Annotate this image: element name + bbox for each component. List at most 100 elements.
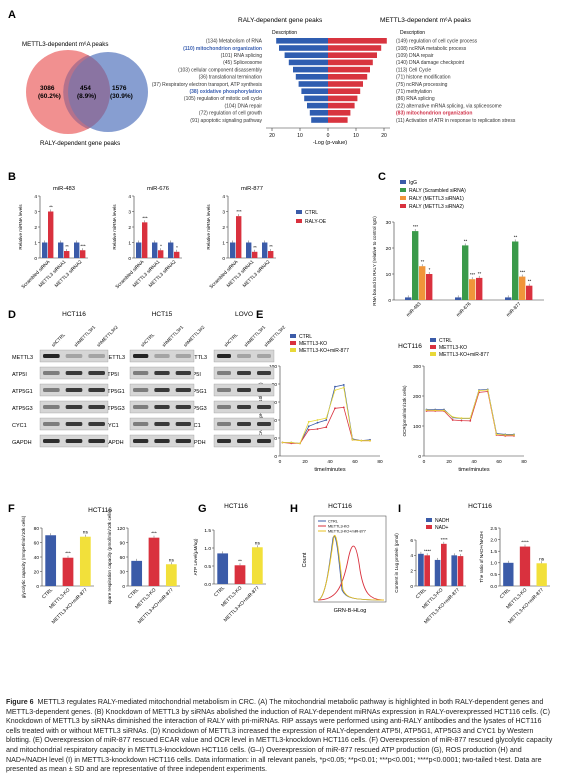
venn-right-count: 1576	[112, 85, 127, 92]
butterfly-term-left: (104) DNA repair	[224, 103, 262, 109]
f-spare-respiration-chart-y-tick-label: 90	[120, 540, 126, 546]
butterfly-bar-right	[328, 88, 361, 94]
b-mir676-chart-sig-label: ***	[142, 215, 148, 220]
wb-band	[154, 354, 170, 358]
e-ecar-chart-point	[351, 438, 354, 441]
wb-band	[65, 354, 83, 358]
butterfly-tick-label: 10	[297, 133, 303, 139]
c-rip-chart-y-tick-label: 30	[386, 220, 392, 226]
c-rip-chart-sig-label: ***	[413, 224, 419, 229]
butterfly-tick-label: 0	[327, 133, 330, 139]
butterfly-bar-right	[328, 81, 363, 87]
e-ecar-chart-point	[316, 428, 319, 430]
caption-body: (A) The mitochondrial metabolic pathway …	[6, 698, 553, 774]
butterfly-term-left: (37) Respiratory electron transport, ATP…	[152, 82, 263, 88]
wb-band	[257, 388, 271, 392]
i-content-chart-bar	[424, 555, 430, 586]
wb-protein-label-left: METTL3	[12, 355, 33, 361]
e-ecar-chart-point	[290, 441, 293, 444]
h-curve-ko	[317, 545, 385, 601]
i-ratio-chart-y-tick-label: 2.0	[490, 537, 497, 543]
e-ocr-chart-point	[443, 409, 445, 412]
g-atp-chart-bar	[251, 547, 263, 584]
i-ratio-chart-x-tick-label: CTRL	[499, 587, 512, 600]
butterfly-bar-left	[279, 45, 328, 51]
e-ocr-chart-point	[451, 419, 454, 421]
b-mir483-chart-title: miR-483	[53, 186, 75, 192]
wb-band	[154, 405, 170, 409]
e-legend-right-label: METTL3-KO+miR-877	[439, 352, 489, 358]
b-mir877-chart-y-tick-label: 3	[222, 209, 225, 215]
butterfly-bar-left	[276, 38, 328, 44]
e-ecar-chart-point	[334, 385, 336, 388]
wb-band	[154, 439, 170, 443]
butterfly-title-left: RALY-dependent gene peaks	[238, 17, 323, 24]
e-ocr-chart-point	[451, 416, 454, 418]
i-legend-label: NADH	[435, 518, 450, 524]
butterfly-bar-left	[284, 52, 328, 58]
wb-lane-label: shMETTL3#2	[96, 324, 119, 347]
i-ratio-chart-y-tick-label: 0.0	[490, 584, 497, 590]
wb-band	[88, 354, 105, 358]
caption-title: METTL3 regulates RALY-mediated mitochond…	[37, 698, 256, 706]
wb-group-title: LOVO	[235, 311, 253, 318]
c-rip-chart-bar	[526, 285, 533, 300]
butterfly-term-left: (101) RNA splicing	[221, 53, 263, 59]
wb-band	[217, 371, 231, 375]
e-ecar-chart-y-tick-label: 100	[269, 364, 277, 370]
figure-caption: Figure 6 METTL3 regulates RALY-mediated …	[6, 698, 556, 775]
h-plot-frame	[313, 515, 387, 603]
butterfly-bar-left	[301, 88, 328, 94]
e-ocr-chart-point	[434, 409, 437, 412]
e-legend-left-swatch	[290, 334, 296, 338]
f-glycolytic-chart-sig-label: ns	[83, 531, 89, 536]
f-spare-respiration-chart-bar	[148, 537, 160, 586]
f-glycolytic-chart: 0 20 40 60 80 glycolytic capacity (mmpH/min/1…	[21, 515, 94, 625]
venn-overlap	[63, 55, 111, 129]
wb-band	[65, 439, 83, 443]
wb-strip	[129, 349, 195, 363]
e-ocr-chart-point	[469, 420, 472, 422]
b-mir483-chart-bar	[64, 251, 70, 258]
butterfly-term-left: (110) mitochondrion organization	[183, 46, 262, 52]
wb-band	[65, 422, 83, 426]
i-ratio-chart-y-tick-label: 1.0	[490, 561, 497, 567]
wb-protein-label-mid: ATP5G3	[104, 406, 125, 412]
c-rip-chart-bar	[419, 266, 426, 300]
b-mir877-chart-x-tick-label: METTL3 siRNA1	[226, 259, 256, 289]
e-ecar-chart-x-tick-label: 80	[377, 459, 383, 465]
wb-band	[175, 371, 191, 375]
f-glycolytic-chart-y-tick-label: 20	[34, 569, 40, 575]
wb-protein-label-left: CYC1	[12, 423, 27, 429]
wb-band	[154, 388, 170, 392]
e-ocr-chart-series-line	[426, 388, 514, 435]
figure-canvas: A B C D E F G H I METTL3-dependent m⁶A p…	[8, 9, 550, 625]
h-curve-ko-mir877	[317, 534, 385, 601]
wb-band	[217, 439, 231, 443]
e-ocr-chart-point	[504, 434, 507, 436]
butterfly-bar-left	[304, 95, 328, 102]
b-legend-label: CTRL	[305, 210, 318, 216]
wb-band	[133, 354, 149, 358]
e-ecar-chart-series-line	[282, 387, 370, 444]
c-rip-chart-y-label: RNA bound to RALY (relative to control I…	[372, 216, 377, 306]
f-glycolytic-chart-bar	[62, 557, 74, 586]
b-mir676-chart-y-tick-label: 3	[128, 209, 131, 215]
i-legend-swatch	[426, 518, 432, 522]
f-spare-respiration-chart-x-tick-label: CTRL	[127, 587, 140, 600]
c-rip-chart-y-tick-label: 20	[386, 246, 392, 252]
b-mir483-chart-x-tick-label: Scrambled siRNA	[20, 259, 52, 291]
wb-band	[257, 371, 271, 375]
wb-band	[237, 388, 251, 392]
g-atp-chart-sig-label: ns	[255, 541, 261, 546]
wb-band	[237, 422, 251, 426]
c-legend-swatch	[400, 180, 406, 184]
c-rip-chart-sig-label: **	[528, 279, 532, 284]
i-content-chart-x-tick-label: CTRL	[415, 587, 428, 600]
b-mir676-chart-title: miR-676	[147, 186, 169, 192]
wb-band	[43, 405, 60, 409]
c-rip-chart-x-tick-label: miR-877	[505, 301, 522, 318]
g-atp-chart-y-tick-label: 0.5	[204, 564, 211, 570]
butterfly-bar-right	[328, 110, 351, 116]
